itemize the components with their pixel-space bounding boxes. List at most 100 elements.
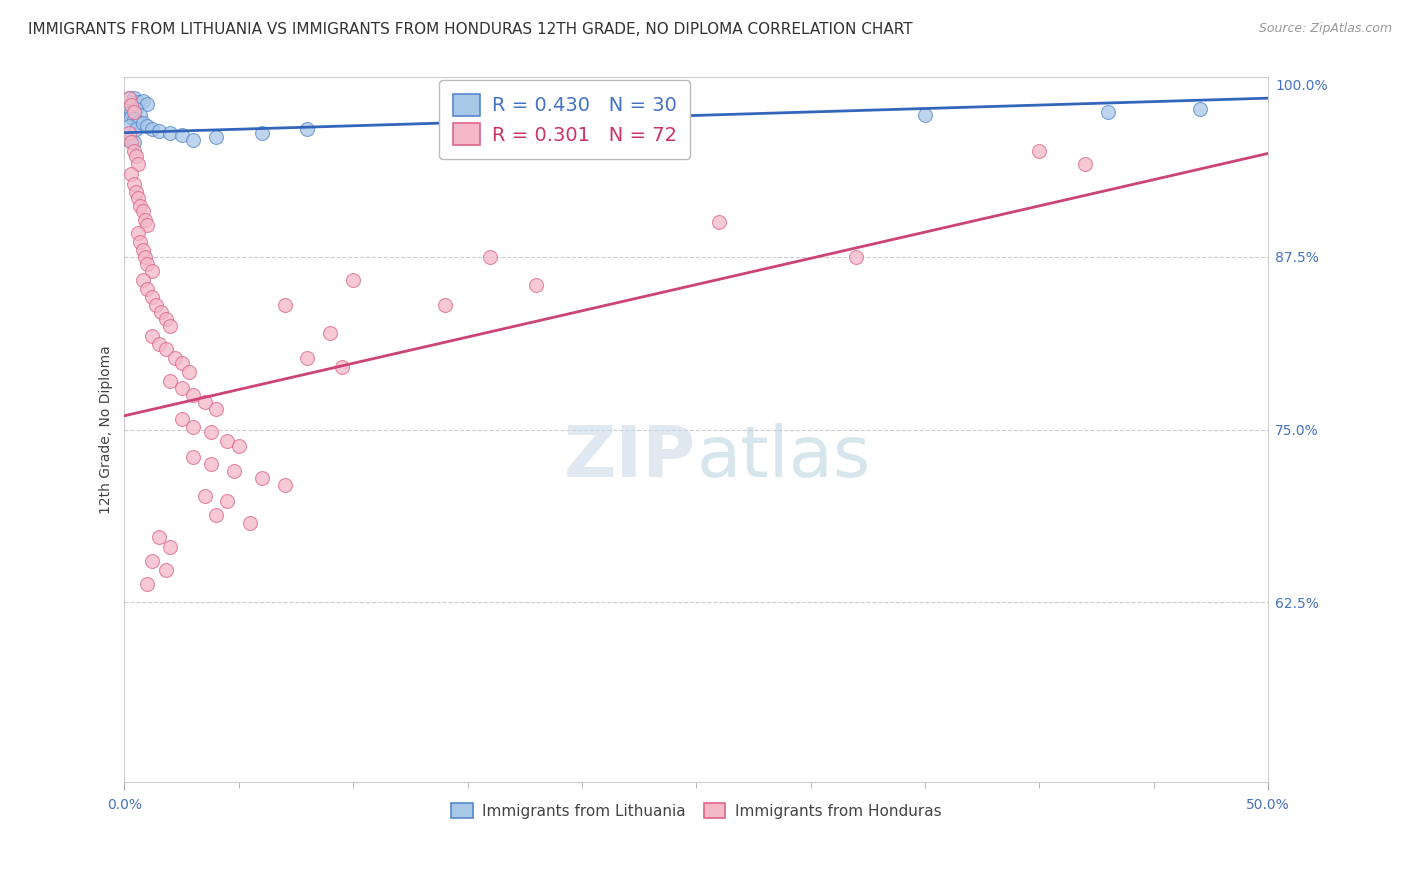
Point: [141, 328, 163, 343]
Point: [132, 273, 155, 287]
Point: [127, 227, 149, 241]
Point: [118, 101, 141, 115]
Point: [136, 119, 159, 133]
Point: [709, 215, 731, 229]
Text: atlas: atlas: [696, 423, 870, 492]
Point: [125, 102, 148, 116]
Point: [159, 540, 181, 554]
Point: [134, 212, 156, 227]
Point: [228, 439, 250, 453]
Point: [129, 235, 152, 249]
Point: [118, 91, 141, 105]
Point: [155, 343, 177, 357]
Point: [122, 91, 145, 105]
Point: [524, 277, 547, 292]
Point: [125, 149, 148, 163]
Point: [118, 126, 141, 140]
Point: [136, 96, 159, 111]
Point: [297, 121, 319, 136]
Point: [127, 190, 149, 204]
Point: [118, 91, 141, 105]
Point: [136, 218, 159, 232]
Point: [120, 111, 142, 125]
Point: [145, 298, 167, 312]
Point: [141, 264, 163, 278]
Point: [159, 318, 181, 333]
Point: [1028, 144, 1050, 158]
Point: [132, 116, 155, 130]
Point: [224, 464, 246, 478]
Point: [122, 136, 145, 150]
Point: [127, 157, 149, 171]
Point: [217, 494, 239, 508]
Point: [193, 395, 215, 409]
Point: [129, 199, 152, 213]
Point: [330, 360, 353, 375]
Point: [273, 298, 295, 312]
Point: [120, 136, 142, 150]
Point: [150, 305, 173, 319]
Point: [120, 167, 142, 181]
Point: [129, 108, 152, 122]
Point: [148, 124, 170, 138]
Point: [200, 425, 222, 440]
Point: [170, 411, 193, 425]
Point: [1188, 102, 1211, 116]
Text: IMMIGRANTS FROM LITHUANIA VS IMMIGRANTS FROM HONDURAS 12TH GRADE, NO DIPLOMA COR: IMMIGRANTS FROM LITHUANIA VS IMMIGRANTS …: [28, 22, 912, 37]
Point: [122, 105, 145, 120]
Point: [250, 471, 273, 485]
Legend: Immigrants from Lithuania, Immigrants from Honduras: Immigrants from Lithuania, Immigrants fr…: [446, 797, 948, 825]
Point: [181, 388, 204, 402]
Point: [134, 250, 156, 264]
Point: [148, 337, 170, 351]
Point: [1074, 157, 1097, 171]
Point: [479, 250, 502, 264]
Point: [122, 112, 145, 126]
Point: [170, 356, 193, 370]
Point: [177, 365, 200, 379]
Point: [163, 351, 186, 365]
Point: [181, 450, 204, 465]
Point: [118, 119, 141, 133]
Point: [136, 257, 159, 271]
Point: [571, 112, 593, 126]
Point: [181, 132, 204, 146]
Point: [132, 243, 155, 257]
Point: [148, 530, 170, 544]
Point: [155, 563, 177, 577]
Point: [122, 144, 145, 158]
Point: [1097, 105, 1119, 120]
Point: [200, 457, 222, 471]
Point: [141, 290, 163, 304]
Point: [297, 351, 319, 365]
Point: [120, 98, 142, 112]
Point: [132, 204, 155, 219]
Point: [205, 401, 228, 416]
Point: [155, 312, 177, 326]
Point: [205, 129, 228, 144]
Y-axis label: 12th Grade, No Diploma: 12th Grade, No Diploma: [100, 345, 114, 514]
Point: [250, 126, 273, 140]
Point: [342, 273, 364, 287]
Point: [120, 105, 142, 120]
Point: [170, 381, 193, 395]
Point: [141, 554, 163, 568]
Point: [141, 121, 163, 136]
Point: [127, 114, 149, 128]
Point: [127, 95, 149, 110]
Point: [217, 434, 239, 448]
Point: [845, 250, 868, 264]
Point: [433, 298, 456, 312]
Point: [193, 489, 215, 503]
Point: [118, 132, 141, 146]
Point: [122, 177, 145, 191]
Point: [181, 419, 204, 434]
Point: [136, 577, 159, 591]
Point: [273, 477, 295, 491]
Point: [136, 282, 159, 296]
Text: Source: ZipAtlas.com: Source: ZipAtlas.com: [1258, 22, 1392, 36]
Point: [125, 185, 148, 199]
Point: [132, 94, 155, 108]
Point: [319, 326, 342, 340]
Point: [159, 126, 181, 140]
